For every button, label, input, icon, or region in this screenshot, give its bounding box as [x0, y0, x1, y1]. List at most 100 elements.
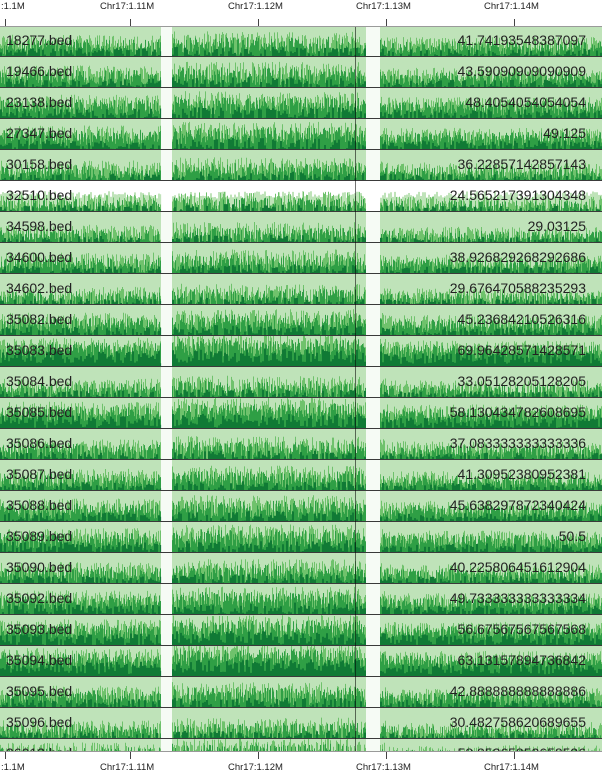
track-max-value: 69.96428571428571: [457, 342, 586, 358]
track-row[interactable]: 35094.bed 63.13157894736842: [0, 646, 602, 677]
track-max-value: 41.74193548387097: [457, 32, 586, 48]
track-divider: [0, 428, 602, 429]
track-max-value: 48.4054054054054: [465, 94, 586, 110]
track-row[interactable]: 34600.bed 38.926829268292686: [0, 243, 602, 274]
coverage-gap: [366, 429, 380, 460]
coverage-gap: [366, 212, 380, 243]
coverage-layer: [0, 592, 602, 615]
coverage-plot: [0, 243, 602, 274]
track-name: 35084.bed: [6, 373, 73, 389]
coverage-layer: [2, 264, 600, 274]
track-divider: [0, 707, 602, 708]
coverage-layer: [0, 389, 602, 398]
track-row[interactable]: 35085.bed 58.130434782608695: [0, 398, 602, 429]
track-row[interactable]: 32510.bed 24.565217391304348: [0, 181, 602, 212]
track-max-value: 30.482758620689655: [449, 714, 586, 730]
coverage-gap: [366, 615, 380, 646]
track-row[interactable]: 35090.bed 40.225806451612904: [0, 553, 602, 584]
coverage-gap: [161, 646, 172, 677]
coverage-layer: [0, 204, 600, 212]
track-name: 32510.bed: [6, 187, 73, 203]
coverage-plot: [0, 708, 602, 739]
track-row[interactable]: 35086.bed 37.083333333333336: [0, 429, 602, 460]
coverage-gap: [161, 429, 172, 460]
coverage-plot: [0, 553, 602, 584]
coverage-layer: [0, 495, 602, 522]
coverage-gap: [366, 243, 380, 274]
track-max-value: 56.67567567567568: [457, 621, 586, 637]
track-row[interactable]: 34602.bed 29.676470588235293: [0, 274, 602, 305]
coverage-gap: [366, 57, 380, 88]
track-row[interactable]: 35089.bed 50.5: [0, 522, 602, 553]
track-row[interactable]: 23138.bed 48.4054054054054: [0, 88, 602, 119]
axis-tick-label: Chr17:1.13M: [356, 1, 411, 12]
coverage-gap: [161, 708, 172, 739]
coverage-gap: [366, 708, 380, 739]
coverage-layer: [0, 481, 602, 491]
track-max-value: 49.125: [543, 125, 586, 141]
track-name: 35093.bed: [6, 621, 73, 637]
track-max-value: 41.30952380952381: [457, 466, 586, 482]
coverage-plot: [0, 584, 602, 615]
coverage-layer: [2, 171, 602, 181]
axis-tick-mark: [514, 19, 515, 26]
coverage-gap: [161, 243, 172, 274]
coverage-gap: [161, 553, 172, 584]
track-row[interactable]: 35087.bed 41.30952380952381: [0, 460, 602, 491]
coverage-gap: [366, 460, 380, 491]
coverage-layer: [0, 500, 602, 522]
track-divider: [0, 552, 602, 553]
track-row[interactable]: 27347.bed 49.125: [0, 119, 602, 150]
track-divider: [0, 397, 602, 398]
coverage-gap: [366, 646, 380, 677]
axis-tick-mark: [5, 752, 6, 759]
track-name: 30158.bed: [6, 156, 73, 172]
track-name: 35086.bed: [6, 435, 73, 451]
axis-tick-label: Chr17:1.14M: [484, 1, 539, 12]
coverage-layer: [0, 471, 602, 491]
axis-tick-mark: [386, 19, 387, 26]
track-divider: [0, 211, 602, 212]
track-name: 35095.bed: [6, 683, 73, 699]
coverage-plot: [0, 88, 602, 119]
track-max-value: 33.05128205128205: [457, 373, 586, 389]
track-row[interactable]: 36013.bed 58.85365853658536: [0, 739, 602, 751]
axis-tick-label: :1.1M: [1, 762, 25, 773]
track-row[interactable]: 19466.bed 43.59090909090909: [0, 57, 602, 88]
track-row[interactable]: 35084.bed 33.05128205128205: [0, 367, 602, 398]
track-name: 35085.bed: [6, 404, 73, 420]
coverage-layer: [0, 296, 596, 305]
track-name: 35089.bed: [6, 528, 73, 544]
coverage-gap: [366, 522, 380, 553]
coverage-plot: [0, 26, 602, 57]
track-divider: [0, 614, 602, 615]
track-list[interactable]: 18277.bed 41.74193548387097 19466.bed 43.59…: [0, 26, 602, 751]
track-row[interactable]: 35095.bed 42.888888888888886: [0, 677, 602, 708]
track-row[interactable]: 35092.bed 49.733333333333334: [0, 584, 602, 615]
track-row[interactable]: 18277.bed 41.74193548387097: [0, 26, 602, 57]
coverage-gap: [366, 584, 380, 615]
track-row[interactable]: 30158.bed 36.22857142857143: [0, 150, 602, 181]
coverage-gap: [161, 212, 172, 243]
track-row[interactable]: 34598.bed 29.03125: [0, 212, 602, 243]
coverage-plot: [0, 677, 602, 708]
track-max-value: 43.59090909090909: [457, 63, 586, 79]
coverage-gap: [161, 460, 172, 491]
track-row[interactable]: 35096.bed 30.482758620689655: [0, 708, 602, 739]
track-divider: [0, 490, 602, 491]
coverage-plot: [0, 491, 602, 522]
track-row[interactable]: 35083.bed 69.96428571428571: [0, 336, 602, 367]
track-row[interactable]: 35082.bed 45.23684210526316: [0, 305, 602, 336]
coverage-gap: [161, 398, 172, 429]
axis-tick-label: :1.1M: [1, 1, 25, 12]
coverage-gap: [161, 305, 172, 336]
track-divider: [0, 521, 602, 522]
axis-tick-mark: [130, 19, 131, 26]
track-name: 34602.bed: [6, 280, 73, 296]
track-row[interactable]: 35088.bed 45.638297872340424: [0, 491, 602, 522]
coverage-gap: [366, 274, 380, 305]
track-divider: [0, 459, 602, 460]
top-axis: :1.1M Chr17:1.11M Chr17:1.12M Chr17:1.13M Ch…: [0, 0, 602, 27]
track-row[interactable]: 35093.bed 56.67567567567568: [0, 615, 602, 646]
track-divider: [0, 366, 602, 367]
